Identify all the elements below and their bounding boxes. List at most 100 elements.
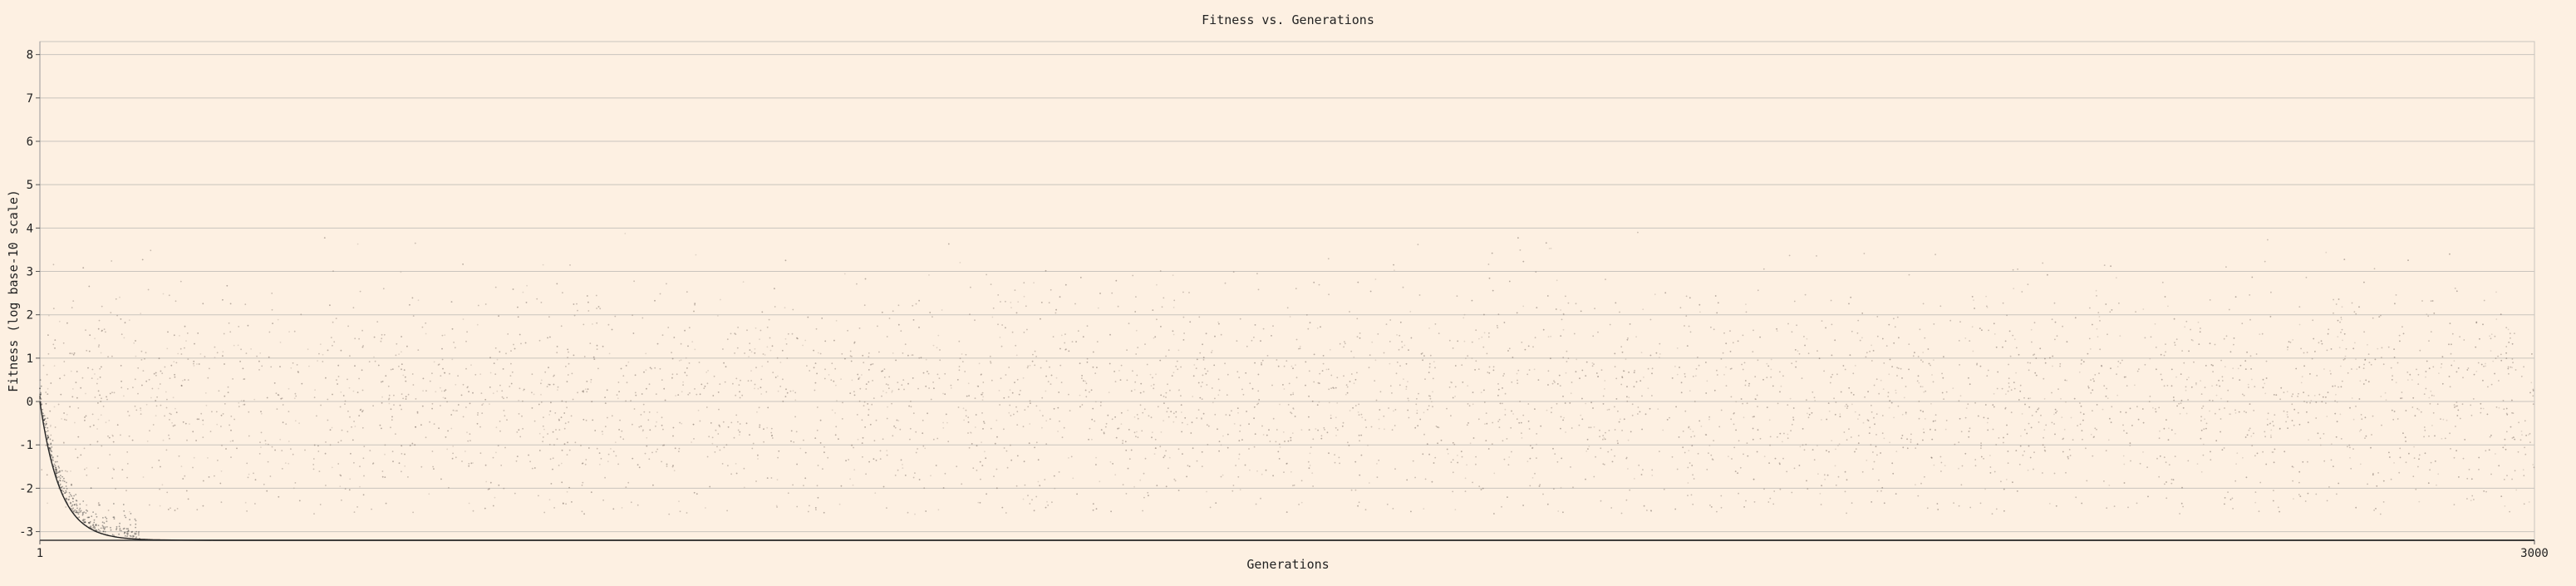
population-point xyxy=(1628,440,1630,441)
population-point xyxy=(2220,398,2222,400)
population-point xyxy=(2287,414,2288,416)
population-point xyxy=(2301,382,2303,384)
population-point xyxy=(2367,344,2368,346)
population-point xyxy=(1029,423,1030,425)
population-point xyxy=(982,399,984,401)
population-point xyxy=(1317,327,1319,329)
population-point xyxy=(705,507,706,509)
population-point xyxy=(230,441,232,442)
population-point xyxy=(2071,417,2072,419)
population-point xyxy=(645,353,646,355)
population-point xyxy=(494,497,496,499)
population-point xyxy=(1563,417,1565,419)
population-point xyxy=(2014,338,2016,340)
population-point xyxy=(1628,396,1630,398)
population-point xyxy=(2511,367,2513,368)
population-point xyxy=(2335,394,2337,396)
population-point xyxy=(778,391,779,392)
population-point xyxy=(1408,400,1409,401)
population-point xyxy=(1295,364,1296,366)
population-point xyxy=(1463,318,1464,319)
population-point xyxy=(2355,358,2357,360)
population-point xyxy=(2232,367,2234,369)
population-point xyxy=(2188,377,2190,378)
population-point xyxy=(86,467,87,469)
population-point xyxy=(47,503,48,505)
population-point xyxy=(206,405,208,406)
population-point xyxy=(2175,433,2176,435)
population-point xyxy=(349,478,351,480)
population-point xyxy=(1206,491,1207,493)
population-point xyxy=(1604,380,1605,382)
population-point xyxy=(1807,413,1808,415)
population-point xyxy=(887,406,888,408)
population-point xyxy=(1512,413,1514,415)
population-point xyxy=(2530,382,2532,383)
population-point xyxy=(48,315,50,317)
population-point xyxy=(1163,420,1164,421)
population-point xyxy=(2505,505,2506,507)
population-point xyxy=(401,351,402,352)
population-point xyxy=(1222,475,1224,476)
population-point xyxy=(886,392,887,394)
population-point xyxy=(472,462,474,464)
population-point xyxy=(2242,457,2244,459)
population-point xyxy=(942,393,944,395)
population-point xyxy=(902,464,903,465)
population-point xyxy=(71,371,72,372)
population-point xyxy=(1933,359,1934,361)
population-point xyxy=(1651,475,1653,476)
population-point xyxy=(140,313,141,314)
population-point xyxy=(1766,363,1767,365)
population-point xyxy=(1040,410,1041,411)
population-point xyxy=(938,509,940,510)
population-point xyxy=(1263,434,1265,436)
population-point xyxy=(98,419,100,421)
population-point xyxy=(2123,456,2125,457)
population-point xyxy=(549,499,551,500)
population-point xyxy=(477,324,479,326)
population-point xyxy=(2235,463,2237,465)
population-point xyxy=(1620,418,1621,420)
population-point xyxy=(2485,366,2486,367)
population-point xyxy=(1889,407,1890,409)
population-point xyxy=(1284,388,1286,390)
population-point xyxy=(1771,359,1772,361)
population-point xyxy=(543,264,544,266)
population-point xyxy=(384,454,386,456)
population-point xyxy=(835,385,837,387)
population-point xyxy=(2499,407,2500,409)
population-point xyxy=(1835,449,1836,451)
population-point xyxy=(861,374,863,376)
population-point xyxy=(1472,357,1473,359)
population-point xyxy=(205,392,207,394)
population-point xyxy=(2060,398,2062,400)
population-point xyxy=(1481,337,1482,338)
population-point xyxy=(2314,395,2316,396)
population-point xyxy=(2200,380,2201,382)
population-point xyxy=(1095,401,1097,403)
population-point xyxy=(496,426,498,428)
population-point xyxy=(307,348,309,350)
population-point xyxy=(2013,288,2014,289)
population-point xyxy=(495,452,497,454)
population-point xyxy=(758,388,760,390)
population-point xyxy=(2209,411,2210,412)
population-point xyxy=(2340,414,2342,416)
population-point xyxy=(2396,382,2397,383)
population-point xyxy=(418,299,420,301)
population-point xyxy=(479,373,481,375)
population-point xyxy=(720,299,721,301)
population-point xyxy=(2489,335,2490,337)
population-point xyxy=(1091,439,1093,441)
population-point xyxy=(1863,422,1865,424)
population-point xyxy=(1707,381,1708,382)
chart-title: Fitness vs. Generations xyxy=(1202,12,1374,27)
population-point xyxy=(1527,460,1529,462)
population-point xyxy=(1481,391,1482,393)
population-point xyxy=(1457,455,1458,456)
population-point xyxy=(1695,375,1697,377)
population-point xyxy=(1985,296,1987,298)
population-point xyxy=(497,359,499,361)
population-point xyxy=(203,424,204,426)
